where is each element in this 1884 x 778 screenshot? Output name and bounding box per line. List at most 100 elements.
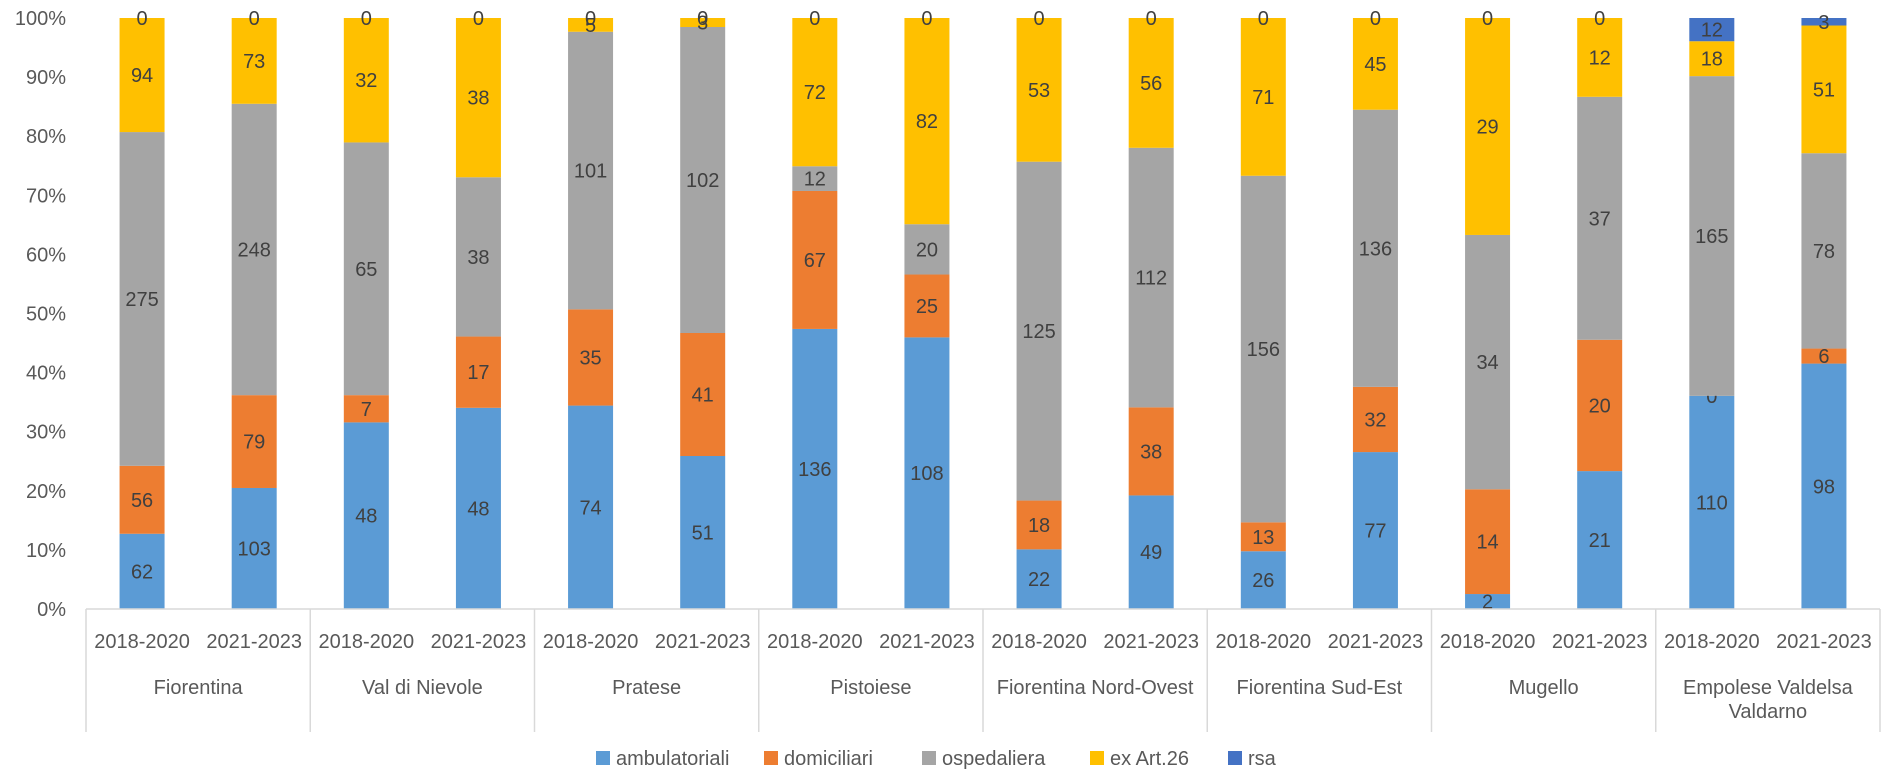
data-label: 62 — [131, 561, 153, 583]
legend-swatch — [1228, 751, 1242, 765]
data-label: 98 — [1813, 476, 1835, 498]
bar-segment-ex-art-26 — [1240, 18, 1286, 176]
bar-segment-domiciliari — [343, 395, 389, 423]
data-label: 41 — [692, 385, 714, 407]
data-label: 0 — [1706, 386, 1717, 408]
bar-segment-domiciliari — [455, 336, 501, 408]
bar-segment-domiciliari — [1240, 522, 1286, 552]
bar-segment-ambulatoriali — [1577, 471, 1623, 609]
data-label: 49 — [1140, 542, 1162, 564]
y-tick-label: 30% — [26, 422, 66, 444]
bar-segment-ex-art-26 — [343, 18, 389, 143]
y-tick-label: 90% — [26, 67, 66, 89]
bar-segment-domiciliari — [1016, 500, 1062, 550]
data-label: 22 — [1028, 569, 1050, 591]
group-label: Fiorentina Nord-Ovest — [997, 677, 1194, 699]
bar-segment-ambulatoriali — [1016, 549, 1062, 609]
legend-swatch — [764, 751, 778, 765]
y-tick-label: 20% — [26, 481, 66, 503]
group-label: Pratese — [612, 677, 681, 699]
data-label: 48 — [355, 506, 377, 528]
bar-segment-ex-art-26 — [1689, 41, 1735, 77]
data-label: 3 — [1818, 12, 1829, 34]
period-label: 2018-2020 — [1440, 631, 1536, 653]
data-label: 5 — [585, 15, 596, 37]
bar-segment-ambulatoriali — [1689, 395, 1735, 609]
bar-segment-ospedaliera — [904, 224, 950, 275]
y-tick-label: 60% — [26, 244, 66, 266]
bar-segment-ambulatoriali — [1465, 594, 1511, 609]
data-label: 2 — [1482, 592, 1493, 614]
data-label: 20 — [916, 239, 938, 261]
period-label: 2021-2023 — [655, 631, 751, 653]
period-label: 2021-2023 — [1776, 631, 1872, 653]
data-label: 56 — [1140, 73, 1162, 95]
data-label: 72 — [804, 82, 826, 104]
data-label: 0 — [585, 8, 596, 30]
bar-segment-ambulatoriali — [119, 533, 165, 609]
data-label: 32 — [1364, 409, 1386, 431]
bar-segment-ospedaliera — [455, 177, 501, 337]
legend: ambulatoriali domiciliari ospedaliera ex Ar… — [596, 748, 1277, 770]
data-label: 12 — [1589, 47, 1611, 69]
bar-segment-ospedaliera — [1240, 175, 1286, 523]
data-label: 51 — [692, 523, 714, 545]
data-label: 0 — [1034, 8, 1045, 30]
period-label: 2021-2023 — [1103, 631, 1199, 653]
bar-segment-ambulatoriali — [1240, 551, 1286, 609]
bar-segment-ambulatoriali — [231, 487, 277, 609]
data-label: 48 — [467, 498, 489, 520]
bar-segment-ex-art-26 — [1577, 18, 1623, 97]
data-label: 45 — [1364, 54, 1386, 76]
bar-segment-ex-art-26 — [1801, 25, 1847, 154]
legend-label: domiciliari — [784, 748, 873, 770]
y-tick-label: 40% — [26, 363, 66, 385]
data-label: 0 — [137, 8, 148, 30]
data-label: 82 — [916, 111, 938, 133]
bar-segment-ambulatoriali — [680, 456, 726, 609]
bar-segment-domiciliari — [1465, 489, 1511, 595]
data-label: 101 — [574, 161, 607, 183]
bar-segment-domiciliari — [904, 274, 950, 338]
data-label: 6 — [1818, 346, 1829, 368]
bar-segment-domiciliari — [1801, 348, 1847, 364]
bar-segment-domiciliari — [1577, 339, 1623, 472]
group-label: Pistoiese — [830, 677, 911, 699]
bar-segment-domiciliari — [792, 190, 838, 329]
bar-segment-domiciliari — [1128, 407, 1174, 496]
data-label: 34 — [1476, 352, 1498, 374]
bar-segment-ex-art-26 — [231, 18, 277, 104]
period-label: 2018-2020 — [94, 631, 190, 653]
data-label: 18 — [1028, 515, 1050, 537]
bar-segment-ospedaliera — [1352, 109, 1398, 387]
bar-segment-ambulatoriali — [904, 337, 950, 609]
bar-segment-ex-art-26 — [1016, 18, 1062, 162]
data-label: 12 — [804, 169, 826, 191]
y-tick-label: 50% — [26, 304, 66, 326]
data-label: 20 — [1589, 395, 1611, 417]
data-label: 0 — [921, 8, 932, 30]
x-axis: 2018-2020 2021-2023 Fiorentina 2018-2020 202… — [85, 608, 1881, 732]
data-label: 0 — [1146, 8, 1157, 30]
group-label: Val di Nievole — [362, 677, 483, 699]
data-label: 94 — [131, 65, 153, 87]
period-label: 2018-2020 — [991, 631, 1087, 653]
data-label: 110 — [1696, 492, 1728, 514]
data-label: 0 — [809, 8, 820, 30]
period-label: 2021-2023 — [1328, 631, 1424, 653]
data-label: 18 — [1701, 49, 1723, 71]
data-label: 13 — [1252, 527, 1274, 549]
bar-segment-ex-art-26 — [119, 18, 165, 133]
data-label: 0 — [1370, 8, 1381, 30]
bar-segment-ex-art-26 — [1128, 18, 1174, 148]
data-label: 0 — [1594, 8, 1605, 30]
bar-area: 6256275941037924873487653248173838743510… — [119, 8, 1847, 614]
y-tick-label: 70% — [26, 185, 66, 207]
period-label: 2018-2020 — [543, 631, 639, 653]
data-label: 0 — [1258, 8, 1269, 30]
data-label: 112 — [1135, 268, 1167, 290]
bar-segment-ospedaliera — [1577, 96, 1623, 340]
bar-segment-ambulatoriali — [1352, 452, 1398, 609]
period-label: 2018-2020 — [1664, 631, 1760, 653]
